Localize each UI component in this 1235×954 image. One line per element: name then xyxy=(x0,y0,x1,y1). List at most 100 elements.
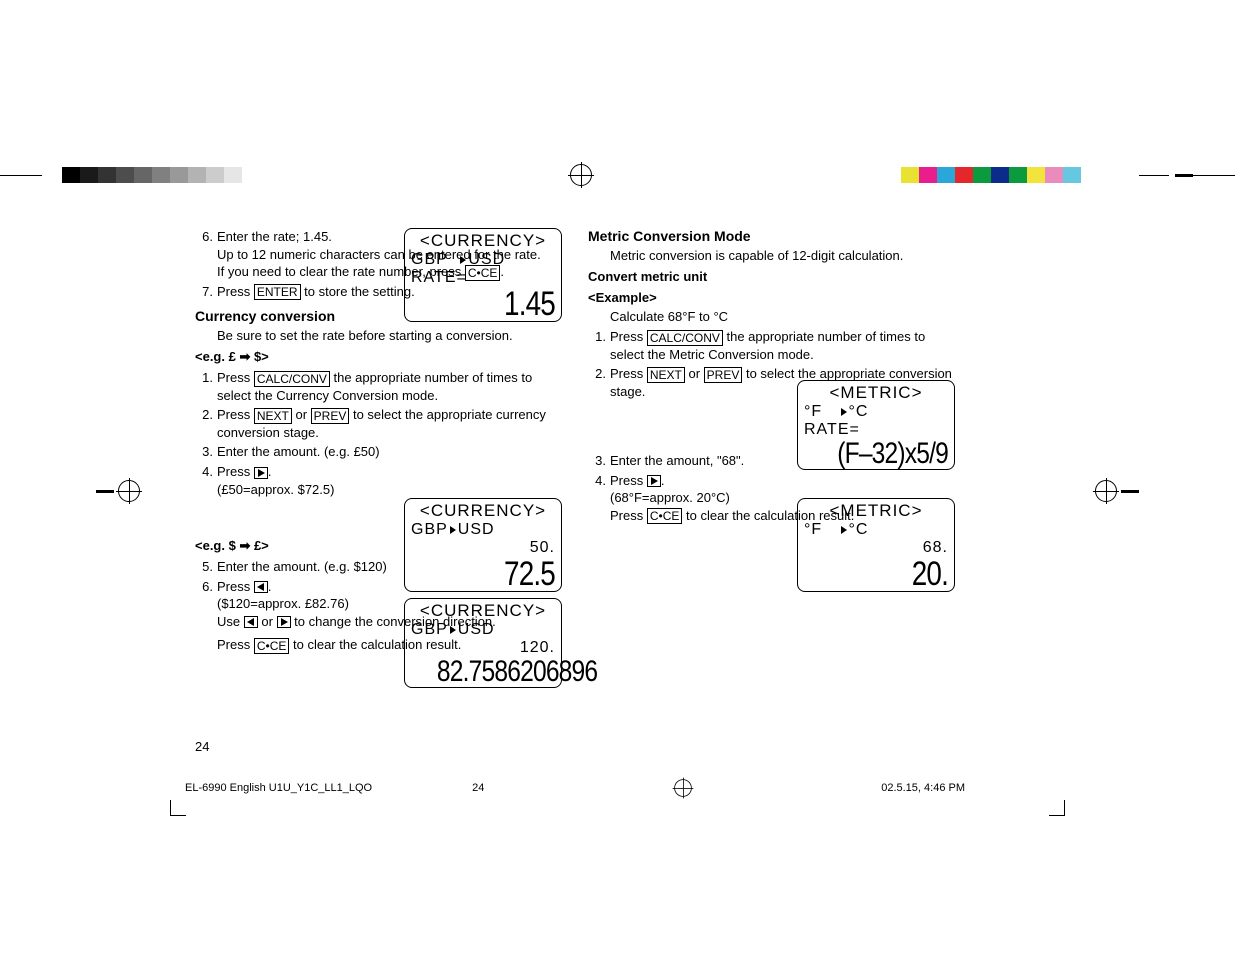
step-text: Enter the rate; 1.45. xyxy=(217,229,332,244)
example-heading: <e.g. £ ➡ $> xyxy=(195,349,562,365)
step-text: Press xyxy=(217,464,254,479)
lcd-header: <METRIC> xyxy=(804,383,948,403)
step-text: . xyxy=(661,473,665,488)
print-footer: EL-6990 English U1U_Y1C_LL1_LQO 24 02.5.… xyxy=(185,777,965,799)
key-next: NEXT xyxy=(254,408,292,424)
registration-mark-right xyxy=(1091,480,1139,502)
step-text: Enter the amount. (e.g. £50) xyxy=(217,443,562,461)
registration-mark-icon xyxy=(570,164,592,186)
right-column: Metric Conversion Mode Metric conversion… xyxy=(588,228,955,758)
lcd-to: USD xyxy=(468,251,505,268)
step-number: 1. xyxy=(195,369,213,404)
arrow-right-icon xyxy=(277,616,291,628)
manual-page: 6. Enter the rate; 1.45. Up to 12 numeri… xyxy=(195,228,955,758)
step-number: 6. xyxy=(195,228,213,281)
step-text: or xyxy=(258,614,277,629)
step-number: 5. xyxy=(195,558,213,576)
registration-mark-left xyxy=(96,480,144,502)
example-heading: <Example> xyxy=(588,290,955,305)
lcd-to: USD xyxy=(458,621,495,638)
lcd-display-result-1: <CURRENCY> GBPUSD 50. 72.5 xyxy=(404,498,562,592)
lcd-from: GBP xyxy=(411,251,448,268)
doc-id: EL-6990 English U1U_Y1C_LL1_LQO xyxy=(185,782,372,794)
lcd-display-rate: <CURRENCY> GBP USD RATE= 1.45 xyxy=(404,228,562,322)
key-calc-conv: CALC/CONV xyxy=(254,371,330,387)
lcd-from: °F xyxy=(804,403,822,420)
step-number: 4. xyxy=(195,463,213,498)
arrow-right-icon xyxy=(647,475,661,487)
step-text: Press xyxy=(610,508,647,523)
lcd-display-metric-result: <METRIC> °F °C 68. 20. xyxy=(797,498,955,592)
heading-metric-mode: Metric Conversion Mode xyxy=(588,228,955,244)
crop-tick xyxy=(1193,175,1235,176)
intro-text: Be sure to set the rate before starting … xyxy=(217,328,562,343)
lcd-header: <METRIC> xyxy=(804,501,948,521)
arrow-right-icon xyxy=(448,621,458,638)
step-text: Press xyxy=(217,407,254,422)
page-number: 24 xyxy=(195,739,209,754)
lcd-from: GBP xyxy=(411,521,448,538)
lcd-value: 72.5 xyxy=(437,557,555,591)
key-next: NEXT xyxy=(647,367,685,383)
key-prev: PREV xyxy=(311,408,350,424)
arrow-right-icon xyxy=(458,251,468,268)
crop-tick xyxy=(1175,174,1193,177)
left-column: 6. Enter the rate; 1.45. Up to 12 numeri… xyxy=(195,228,562,758)
step-text: Press xyxy=(610,366,647,381)
example-text: Calculate 68°F to °C xyxy=(610,309,955,324)
step-text: . xyxy=(268,579,272,594)
lcd-header: <CURRENCY> xyxy=(411,601,555,621)
registration-mark-icon xyxy=(674,779,692,797)
step-text: to store the setting. xyxy=(301,284,415,299)
arrow-right-icon xyxy=(839,521,849,538)
step-number: 2. xyxy=(195,406,213,441)
print-calibration-bar xyxy=(0,165,1235,185)
arrow-left-icon xyxy=(254,581,268,593)
lcd-value: 82.7586206896 xyxy=(437,657,555,687)
lcd-header: <CURRENCY> xyxy=(411,231,555,251)
lcd-value: 1.45 xyxy=(437,287,555,321)
lcd-display-metric-rate: <METRIC> °F °C RATE= (F–32)x5/9 xyxy=(797,380,955,470)
step-text: . xyxy=(268,464,272,479)
step-number: 3. xyxy=(588,452,606,470)
step-text: or xyxy=(685,366,704,381)
step-text: or xyxy=(292,407,311,422)
step-number: 6. xyxy=(195,578,213,654)
key-enter: ENTER xyxy=(254,284,301,300)
footer-timestamp: 02.5.15, 4:46 PM xyxy=(881,782,965,794)
arrow-left-icon xyxy=(244,616,258,628)
crop-mark-icon xyxy=(1049,800,1065,816)
crop-mark-icon xyxy=(170,800,186,816)
lcd-value: 20. xyxy=(830,557,948,591)
heading-convert-unit: Convert metric unit xyxy=(588,269,955,284)
step-number: 2. xyxy=(588,365,606,400)
lcd-value: (F–32)x5/9 xyxy=(830,439,948,469)
intro-text: Metric conversion is capable of 12-digit… xyxy=(610,248,955,263)
lcd-from: °F xyxy=(804,521,822,538)
key-prev: PREV xyxy=(704,367,743,383)
key-calc-conv: CALC/CONV xyxy=(647,330,723,346)
arrow-right-icon xyxy=(254,467,268,479)
crop-tick xyxy=(0,175,42,176)
step-text: (68°F=approx. 20°C) xyxy=(610,490,730,505)
step-number: 3. xyxy=(195,443,213,461)
crop-tick xyxy=(1139,175,1169,176)
color-swatch-bar xyxy=(901,167,1099,183)
step-text: Press xyxy=(610,473,647,488)
lcd-from: GBP xyxy=(411,621,448,638)
lcd-to: USD xyxy=(458,521,495,538)
lcd-to: °C xyxy=(849,521,869,538)
step-text: Press xyxy=(217,370,254,385)
step-number: 1. xyxy=(588,328,606,363)
step-text: Press xyxy=(217,579,254,594)
footer-page: 24 xyxy=(472,782,484,794)
arrow-right-icon xyxy=(839,403,849,420)
step-number: 7. xyxy=(195,283,213,301)
step-text: Press xyxy=(217,284,254,299)
key-cce: C•CE xyxy=(254,638,290,654)
step-text: Press xyxy=(610,329,647,344)
lcd-display-result-2: <CURRENCY> GBPUSD 120. 82.7586206896 xyxy=(404,598,562,688)
arrow-right-icon xyxy=(448,521,458,538)
step-text: Use xyxy=(217,614,244,629)
step-text: Press xyxy=(217,637,254,652)
